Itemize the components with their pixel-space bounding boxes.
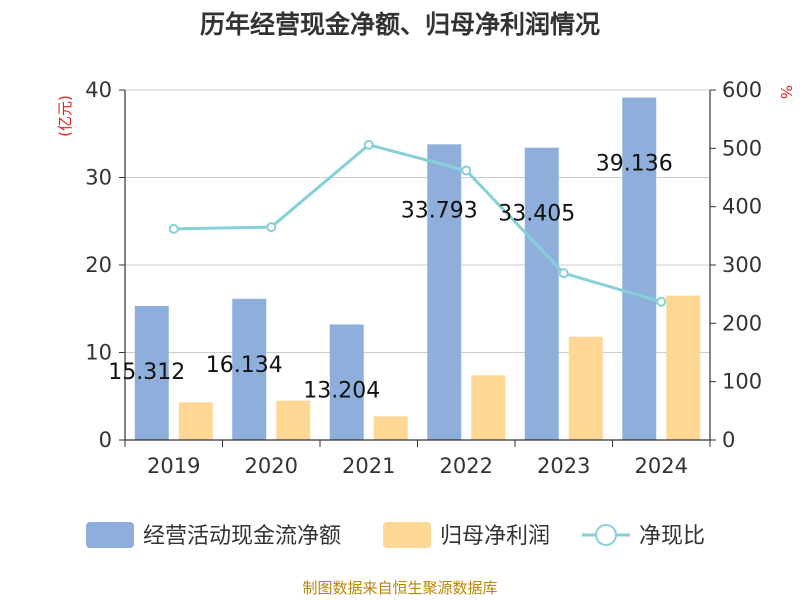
net-profit-bar — [568, 336, 603, 440]
net-profit-bar — [471, 375, 506, 440]
operating-cashflow-bar — [329, 324, 364, 440]
legend-label-ratio: 净现比 — [639, 524, 705, 549]
x-tick-label: 2024 — [635, 454, 688, 478]
operating-cashflow-bar — [524, 147, 559, 441]
ratio-line — [168, 139, 667, 307]
bars — [134, 97, 701, 441]
cashflow-data-label: 33.405 — [498, 202, 575, 227]
ratio-point — [168, 223, 179, 234]
left-tick-label: 40 — [85, 78, 112, 102]
ratio-point — [461, 165, 472, 176]
cashflow-data-label: 39.136 — [596, 152, 673, 177]
ratio-point — [558, 268, 569, 279]
legend-swatch-profit — [383, 522, 431, 548]
legend-swatch-cashflow — [86, 522, 134, 548]
left-tick-label: 30 — [85, 166, 112, 190]
ratio-point — [656, 296, 667, 307]
left-tick-label: 20 — [85, 253, 112, 277]
net-profit-bar — [178, 402, 213, 440]
x-tick-label: 2020 — [245, 454, 298, 478]
right-tick-label: 400 — [722, 195, 762, 219]
right-tick-label: 300 — [722, 253, 762, 277]
right-tick-label: 100 — [722, 370, 762, 394]
ratio-point — [363, 139, 374, 150]
legend-label-cashflow: 经营活动现金流净额 — [143, 524, 341, 549]
ratio-point — [266, 222, 277, 233]
left-tick-label: 0 — [99, 428, 112, 452]
cashflow-data-label: 13.204 — [303, 378, 380, 403]
operating-cashflow-bar — [232, 298, 267, 440]
right-axis-unit: % — [777, 85, 795, 99]
source-note: 制图数据来自恒生聚源数据库 — [302, 579, 497, 597]
operating-cashflow-bar — [622, 97, 657, 440]
net-profit-bar — [666, 295, 701, 440]
operating-cashflow-bar — [134, 306, 169, 440]
cashflow-data-label: 15.312 — [108, 360, 185, 385]
cashflow-data-label: 33.793 — [401, 198, 478, 223]
legend-marker-ratio — [595, 524, 617, 546]
legend-label-profit: 归母净利润 — [440, 524, 550, 549]
x-tick-label: 2023 — [537, 454, 590, 478]
right-tick-label: 200 — [722, 311, 762, 335]
x-tick-label: 2019 — [147, 454, 200, 478]
operating-cashflow-bar — [427, 144, 462, 440]
x-tick-label: 2021 — [342, 454, 395, 478]
x-tick-label: 2022 — [440, 454, 493, 478]
left-axis-unit: (亿元) — [56, 95, 74, 137]
ratio-line-path — [173, 143, 662, 304]
data-labels: 15.312 16.134 13.204 33.793 33.405 39.136 — [108, 152, 672, 404]
right-tick-label: 600 — [722, 78, 762, 102]
legend: 经营活动现金流净额 归母净利润 净现比 — [86, 522, 705, 549]
net-profit-bar — [373, 416, 408, 440]
left-tick-label: 10 — [85, 341, 112, 365]
right-tick-label: 500 — [722, 136, 762, 160]
gridlines — [125, 89, 710, 353]
right-tick-label: 0 — [722, 428, 735, 452]
cashflow-data-label: 16.134 — [206, 353, 283, 378]
chart-title: 历年经营现金净额、归母净利润情况 — [200, 10, 600, 39]
net-profit-bar — [276, 400, 311, 440]
